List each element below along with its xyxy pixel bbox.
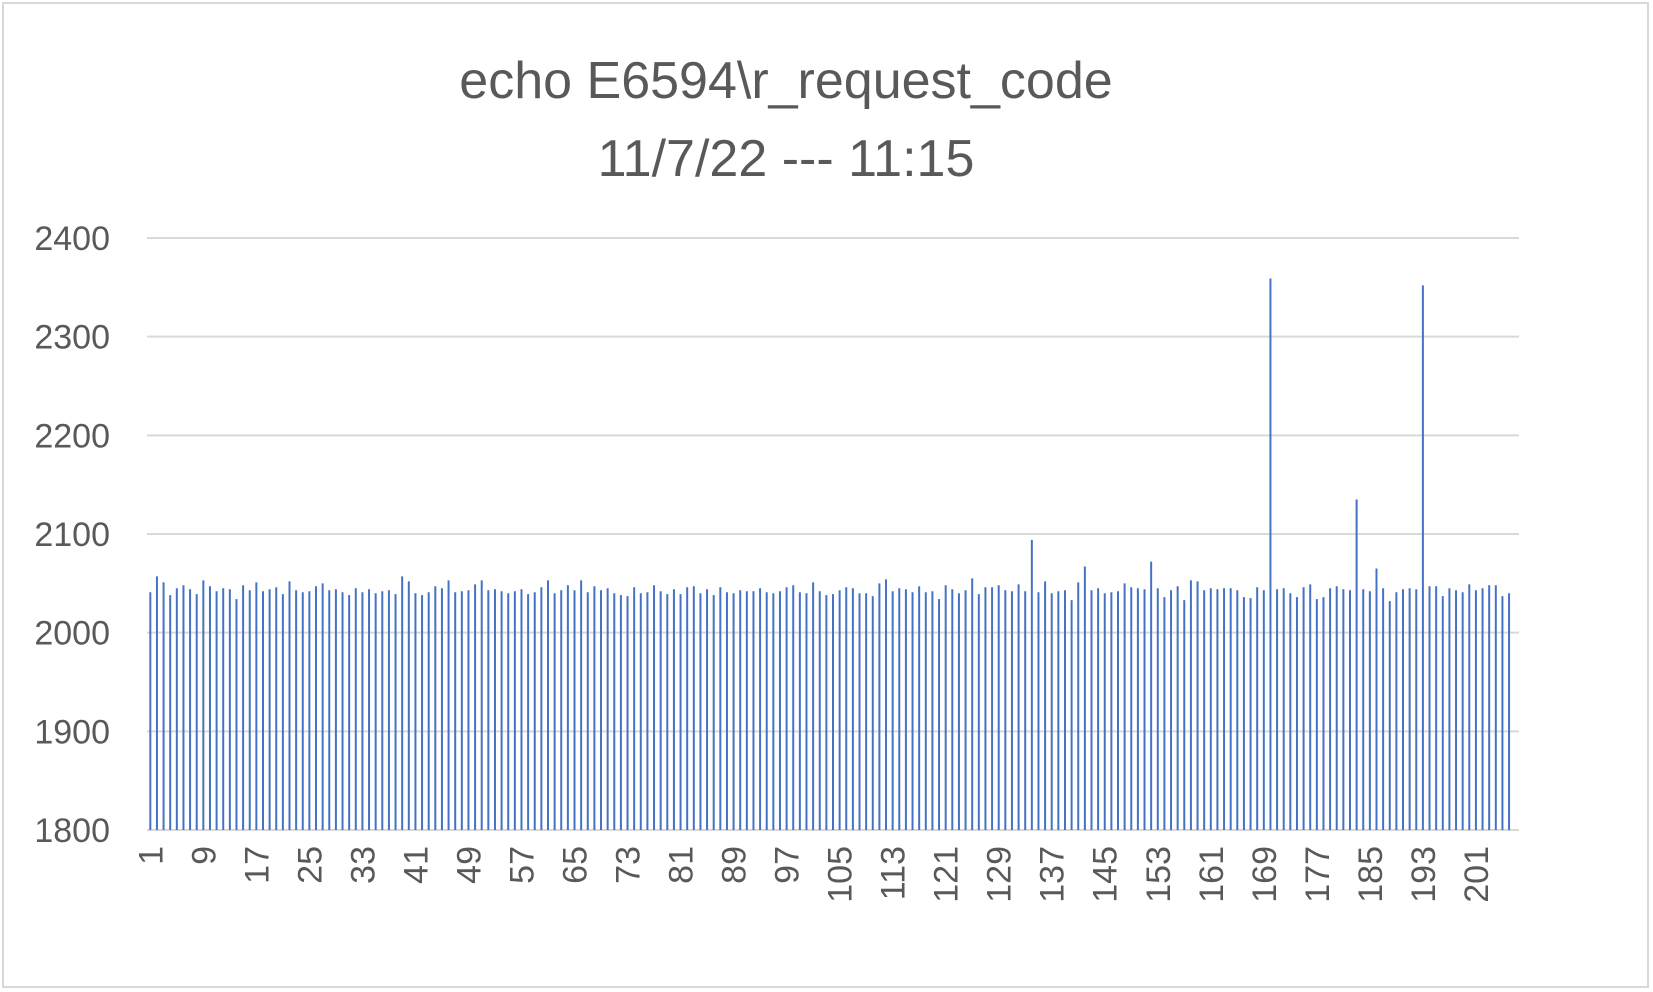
y-tick-label: 1900	[34, 713, 110, 751]
chart-title-line-2: 11/7/22 --- 11:15	[598, 130, 975, 188]
x-tick-label: 121	[928, 846, 966, 903]
x-tick-label: 17	[238, 846, 276, 884]
x-tick-label: 145	[1087, 846, 1125, 903]
x-tick-label: 65	[557, 846, 595, 884]
x-tick-label: 25	[291, 846, 329, 884]
y-tick-label: 2000	[34, 615, 110, 653]
chart-title-line-1: echo E6594\r_request_code	[459, 52, 1112, 110]
x-tick-label: 153	[1140, 846, 1178, 903]
x-tick-label: 73	[610, 846, 648, 884]
x-tick-label: 185	[1352, 846, 1390, 903]
x-tick-label: 1	[132, 846, 170, 865]
x-tick-label: 193	[1405, 846, 1443, 903]
y-axis-tick-labels: 1800 1900 2000 2100 2200 2300 2400	[34, 220, 110, 850]
y-tick-label: 2200	[34, 417, 110, 455]
x-tick-label: 81	[663, 846, 701, 884]
x-tick-label: 129	[981, 846, 1019, 903]
bars	[149, 278, 1511, 830]
chart-svg: echo E6594\r_request_code 11/7/22 --- 11…	[34, 52, 1519, 903]
x-tick-label: 89	[716, 846, 754, 884]
x-axis-tick-labels: 1 9 17 25 33 41 49 57 65 73 81 89 97 105 113 121 129 137 1…	[132, 846, 1496, 903]
y-tick-label: 2300	[34, 319, 110, 357]
x-tick-label: 9	[185, 846, 223, 865]
y-tick-label: 2400	[34, 220, 110, 258]
chart-title: echo E6594\r_request_code 11/7/22 --- 11…	[459, 52, 1112, 188]
x-tick-label: 41	[397, 846, 435, 884]
y-tick-label: 1800	[34, 812, 110, 850]
x-tick-label: 97	[769, 846, 807, 884]
y-tick-label: 2100	[34, 516, 110, 554]
x-tick-label: 113	[875, 846, 913, 900]
x-tick-label: 201	[1458, 846, 1496, 903]
x-tick-label: 137	[1034, 846, 1072, 903]
x-tick-label: 169	[1246, 846, 1284, 903]
x-tick-label: 49	[450, 846, 488, 884]
x-tick-label: 33	[344, 846, 382, 884]
x-tick-label: 161	[1193, 846, 1231, 903]
x-tick-label: 105	[822, 846, 860, 903]
x-tick-label: 177	[1299, 846, 1337, 903]
x-tick-label: 57	[503, 846, 541, 884]
